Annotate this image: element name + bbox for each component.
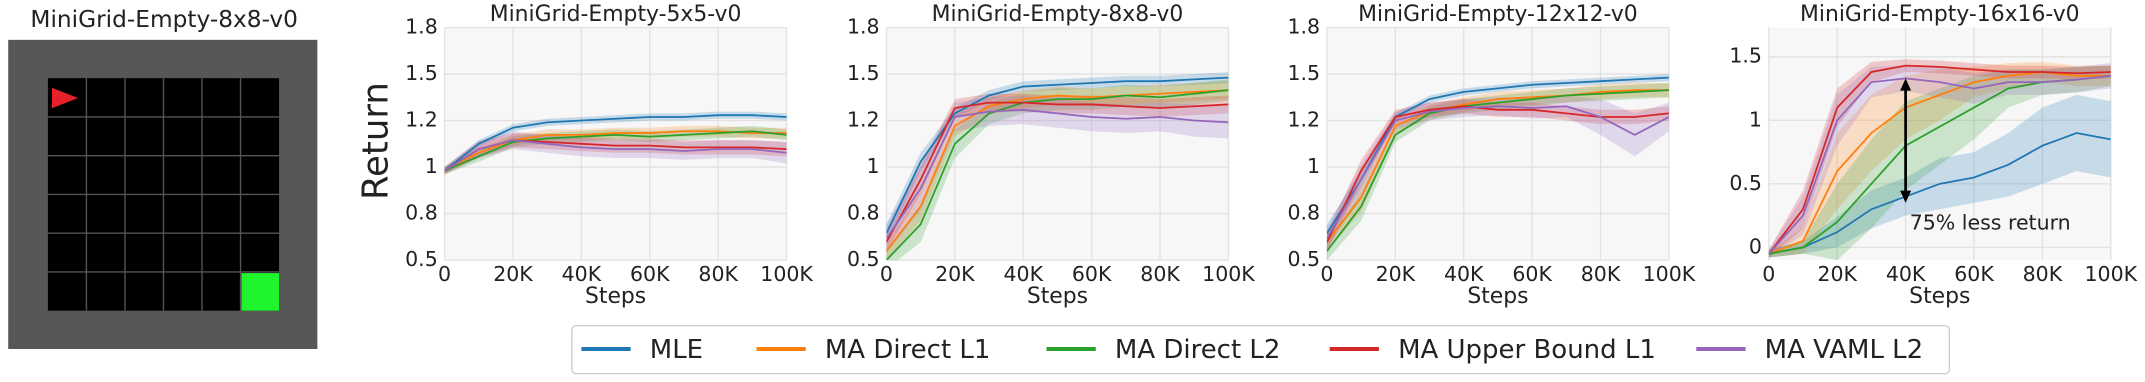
annotation-text: 75% less return (1910, 210, 2071, 234)
y-axis-label: Return (356, 82, 397, 200)
y-tick-label: 1.5 (405, 61, 438, 85)
y-tick-label: 0.5 (405, 247, 438, 271)
x-tick-label: 80K (2023, 262, 2063, 286)
arrow-head (1900, 190, 1912, 203)
y-tick-label: 0.8 (1287, 201, 1320, 225)
x-tick-label: 0 (1320, 262, 1333, 286)
x-axis-label: Steps (1467, 284, 1528, 309)
error-band (1768, 61, 2111, 258)
series-line (444, 139, 787, 172)
y-tick-label: 0 (1749, 234, 1762, 258)
y-tick-label: 1.8 (405, 15, 438, 39)
y-tick-label: 0.5 (1287, 247, 1320, 271)
series-line (1326, 89, 1669, 252)
x-tick-label: 80K (698, 262, 738, 286)
goal (241, 273, 280, 311)
series-line (1326, 105, 1669, 240)
error-band (886, 95, 1229, 253)
legend-box (571, 325, 1951, 375)
y-tick-label: 1 (1307, 154, 1320, 178)
chart-title: MiniGrid-Empty-8x8-v0 (932, 2, 1184, 27)
error-band (1768, 63, 2111, 258)
x-tick-label: 0 (1762, 262, 1775, 286)
error-band (1326, 82, 1669, 261)
x-tick-label: 100K (1202, 262, 1255, 286)
arrow-head (1900, 78, 1912, 91)
y-tick-label: 1.2 (405, 108, 438, 132)
grid-cells (47, 78, 280, 311)
legend-label: MA VAML L2 (1765, 335, 1924, 365)
y-tick-label: 1.2 (1287, 108, 1320, 132)
series-line (444, 130, 787, 172)
series-line (886, 108, 1229, 240)
y-tick-label: 1.8 (1287, 15, 1320, 39)
x-tick-label: 0 (438, 262, 451, 286)
x-tick-label: 40K (1886, 262, 1926, 286)
error-band (1768, 65, 2111, 261)
series-line (1768, 74, 2111, 255)
x-axis-label: Steps (585, 284, 646, 309)
series-line (886, 76, 1229, 234)
chart-title: MiniGrid-Empty-5x5-v0 (490, 2, 742, 27)
error-band (886, 79, 1229, 261)
y-tick-label: 0.5 (847, 247, 880, 271)
y-tick-label: 1.5 (847, 61, 880, 85)
legend-label: MA Direct L1 (825, 335, 991, 365)
series-line (886, 89, 1229, 252)
x-tick-label: 100K (2085, 262, 2138, 286)
y-tick-label: 1.5 (1287, 61, 1320, 85)
error-band (444, 133, 787, 175)
y-tick-label: 1.2 (847, 108, 880, 132)
x-tick-label: 60K (1954, 262, 1994, 286)
x-tick-label: 80K (1140, 262, 1180, 286)
series-line (1768, 132, 2111, 255)
x-axis-label: Steps (1027, 284, 1088, 309)
x-tick-label: 60K (630, 262, 670, 286)
error-band (1768, 94, 2111, 258)
series-line (1326, 89, 1669, 243)
series-line (886, 89, 1229, 261)
y-tick-label: 0.8 (405, 201, 438, 225)
y-tick-label: 1.5 (1729, 44, 1762, 68)
x-tick-label: 60K (1512, 262, 1552, 286)
y-tick-label: 0.8 (847, 201, 880, 225)
legend-label: MA Upper Bound L1 (1398, 335, 1656, 365)
series-line (444, 114, 787, 172)
error-band (886, 93, 1229, 252)
error-band (1326, 99, 1669, 252)
x-tick-label: 20K (1376, 262, 1416, 286)
y-tick-label: 0.5 (1729, 171, 1762, 195)
legend-label: MA Direct L2 (1115, 335, 1281, 365)
y-tick-label: 1 (1749, 107, 1762, 131)
error-band (886, 81, 1229, 261)
x-tick-label: 100K (760, 262, 813, 286)
x-axis-label: Steps (1909, 284, 1970, 309)
x-tick-label: 20K (935, 262, 975, 286)
chart-title: MiniGrid-Empty-16x16-v0 (1800, 2, 2080, 27)
chart-title: MiniGrid-Empty-12x12-v0 (1358, 2, 1638, 27)
x-tick-label: 80K (1581, 262, 1621, 286)
agent (51, 87, 78, 109)
y-tick-label: 1 (867, 154, 880, 178)
error-band (444, 111, 787, 175)
plot-area (1326, 27, 1669, 261)
image-title: MiniGrid-Empty-8x8-v0 (30, 6, 298, 33)
x-tick-label: 20K (493, 262, 533, 286)
x-tick-label: 20K (1817, 262, 1857, 286)
series-line (1768, 64, 2111, 255)
x-tick-label: 0 (880, 262, 893, 286)
x-tick-label: 60K (1072, 262, 1112, 286)
x-tick-label: 40K (1003, 262, 1043, 286)
series-line (1326, 105, 1669, 243)
x-tick-label: 40K (562, 262, 602, 286)
series-line (1326, 76, 1669, 234)
x-tick-label: 40K (1444, 262, 1484, 286)
y-tick-label: 1 (425, 154, 438, 178)
plot-area (886, 27, 1229, 261)
legend-label: MLE (650, 335, 703, 365)
y-tick-label: 1.8 (847, 15, 880, 39)
series-line (886, 101, 1229, 243)
x-tick-label: 100K (1643, 262, 1696, 286)
